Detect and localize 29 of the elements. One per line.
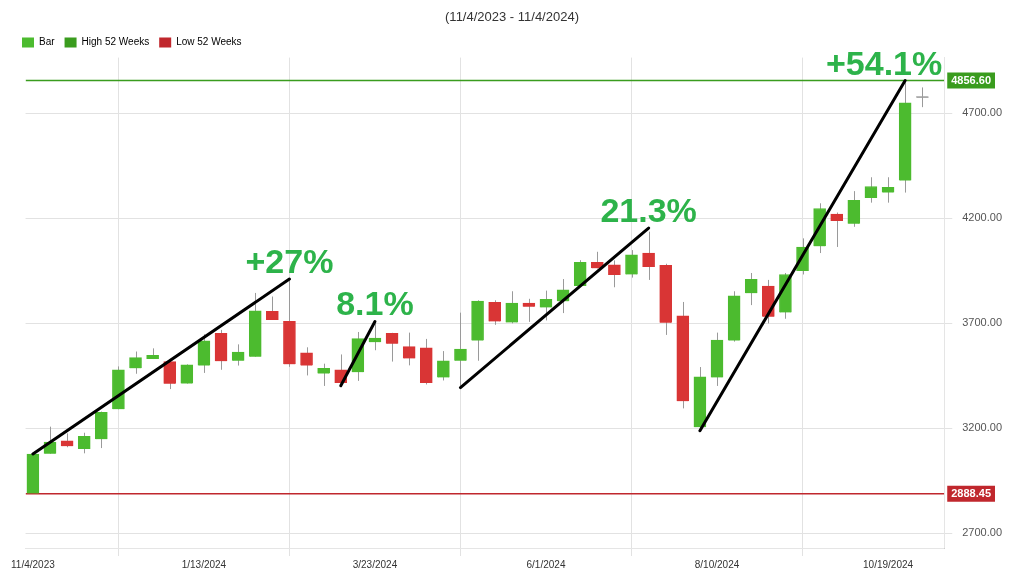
annotation: 2888.45: [951, 486, 991, 499]
candlestick: [163, 359, 177, 390]
annotation: 4856.60: [951, 73, 991, 86]
annotation: 8.1%: [336, 284, 414, 323]
x-tick-label: 3/23/2024: [352, 558, 398, 570]
candlestick: [573, 259, 587, 287]
x-tick-label: 8/10/2024: [694, 558, 740, 570]
candlestick: [317, 363, 330, 387]
y-tick-label: 3700.00: [962, 316, 1002, 329]
candlestick: [454, 312, 467, 389]
candlestick: [625, 249, 638, 279]
x-tick-label: 1/13/2024: [181, 558, 227, 570]
candlestick: [847, 190, 861, 228]
chart-title: (11/4/2023 - 11/4/2024): [445, 9, 579, 25]
legend-label: High 52 Weeks: [81, 36, 150, 48]
y-tick-label: 4700.00: [962, 106, 1002, 119]
annotation: 21.3%: [600, 191, 697, 230]
candlestick: [830, 212, 844, 248]
legend-label: Low 52 Weeks: [176, 36, 242, 48]
y-tick-label: 2700.00: [962, 526, 1002, 539]
legend-label: Bar: [39, 36, 56, 48]
y-tick-label: 3200.00: [962, 421, 1002, 434]
x-tick-label: 10/19/2024: [863, 558, 914, 570]
y-tick-label: 4200.00: [962, 211, 1002, 224]
annotation: +54.1%: [825, 43, 943, 82]
annotation: +27%: [245, 242, 334, 281]
x-tick-label: 6/1/2024: [526, 558, 566, 570]
x-tick-label: 11/4/2023: [11, 558, 56, 570]
candlestick: [642, 231, 655, 281]
